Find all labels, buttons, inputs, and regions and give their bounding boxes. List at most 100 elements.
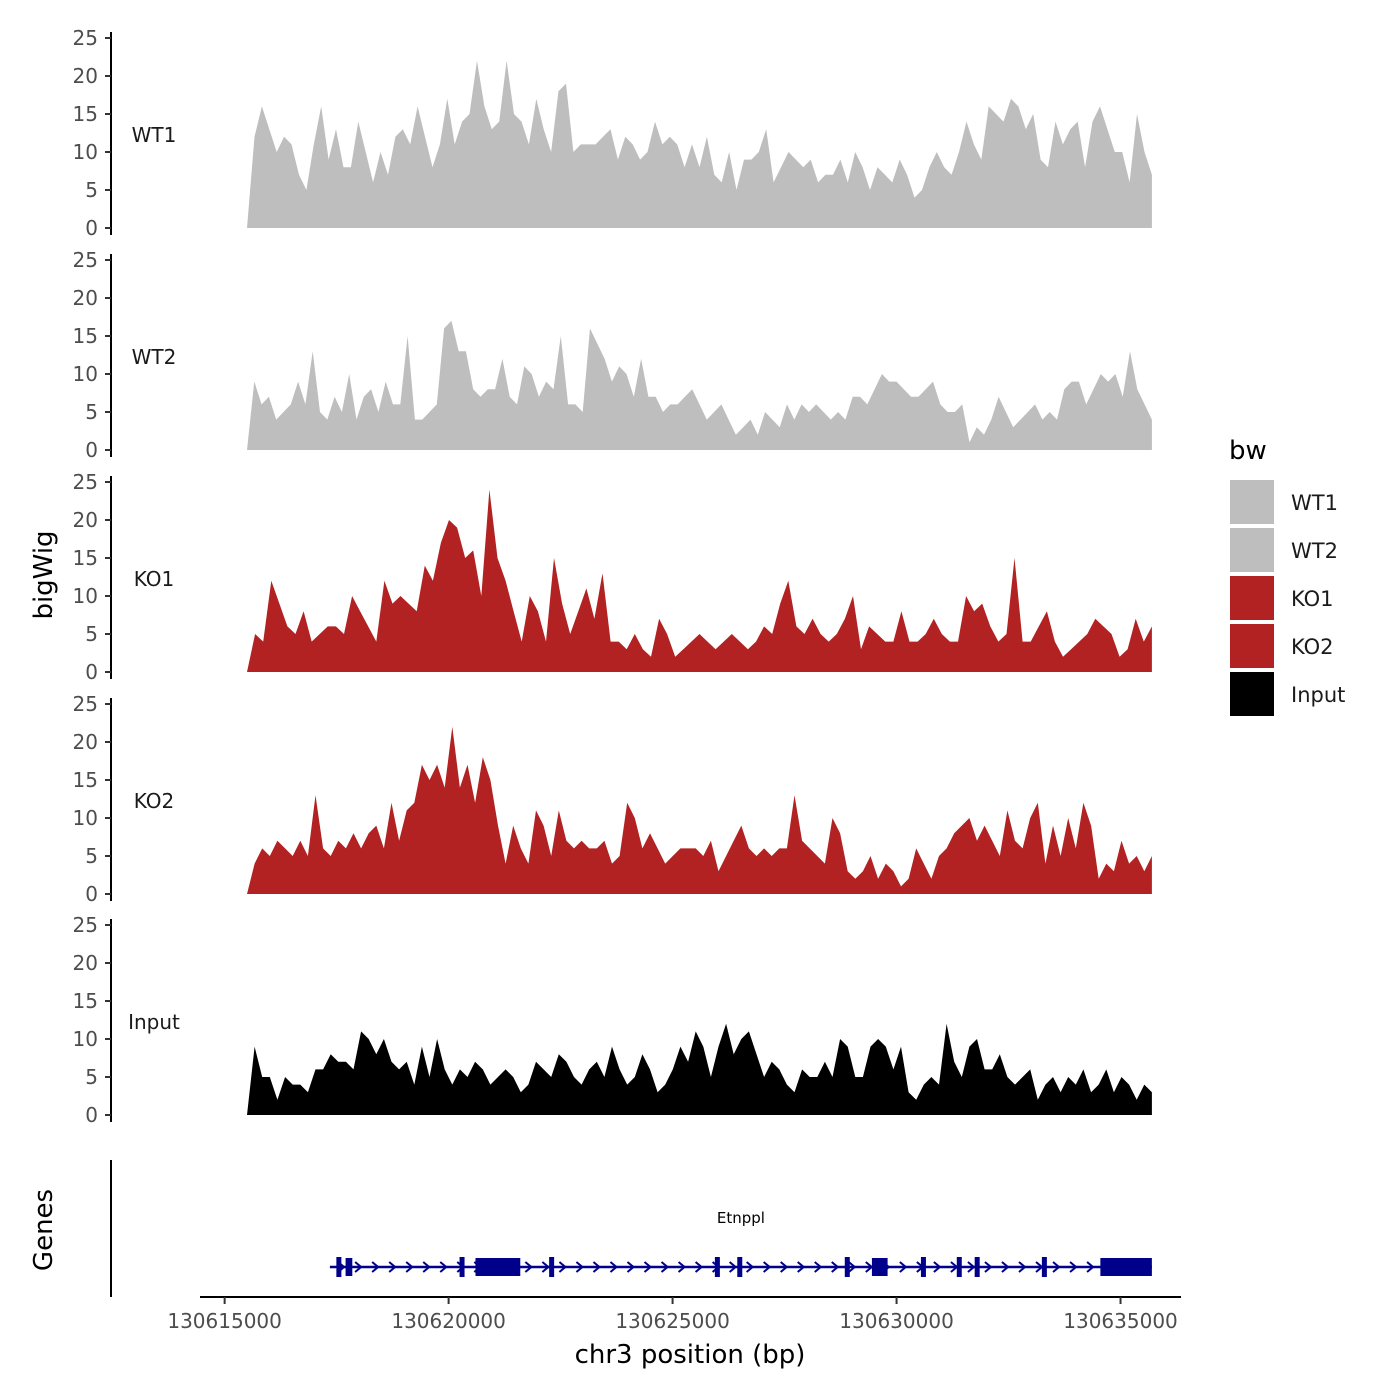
signal-tracks: 0 5 10 15 20 25 WT1 0 5 10 15 20 25 WT2 0 5 10 15 20 25 KO1 0… [73, 26, 1152, 1127]
y-tick-label: 25 [73, 470, 98, 494]
strand-arrow [422, 1261, 431, 1273]
x-tick-label: 130625000 [615, 1309, 730, 1333]
y-tick-label: 25 [73, 913, 98, 937]
strand-arrow [609, 1261, 619, 1273]
strand-arrow [848, 1261, 857, 1273]
strand-arrow [899, 1261, 908, 1273]
strand-arrow [558, 1261, 567, 1273]
strand-arrow [814, 1261, 823, 1273]
y-tick-label: 10 [73, 140, 98, 164]
area-ko2 [247, 726, 1152, 894]
y-tick-label: 15 [73, 546, 98, 570]
gene-panel: Etnppl [110, 1160, 1152, 1297]
strand-arrow [677, 1261, 687, 1273]
strand-arrow [865, 1261, 874, 1273]
legend-key-ko2 [1230, 624, 1274, 668]
track-wt2: 0 5 10 15 20 25 WT2 [73, 248, 1152, 462]
area-input [247, 1023, 1152, 1115]
y-tick-label: 20 [73, 730, 98, 754]
legend-label-ko1: KO1 [1291, 587, 1334, 611]
strand-arrow [780, 1261, 789, 1273]
strand-arrow [660, 1261, 670, 1273]
strand-arrow [575, 1261, 584, 1273]
strand-arrow [933, 1261, 942, 1273]
y-tick-label: 0 [85, 1103, 98, 1127]
gene-exon [956, 1257, 962, 1277]
legend-label-ko2: KO2 [1291, 635, 1334, 659]
x-axis-title: chr3 position (bp) [575, 1340, 806, 1370]
y-tick-label: 5 [85, 1065, 98, 1089]
strand-arrow [745, 1261, 755, 1273]
strand-arrow [831, 1261, 840, 1273]
legend-key-ko1 [1230, 576, 1274, 620]
strand-arrow [439, 1261, 448, 1273]
track-label-input: Input [128, 1010, 180, 1034]
strand-arrow [1069, 1261, 1078, 1273]
strand-arrow [405, 1261, 414, 1273]
y-tick-label: 0 [85, 660, 98, 684]
y-tick-label: 20 [73, 286, 98, 310]
area-wt1 [247, 60, 1152, 228]
strand-arrow [1018, 1261, 1027, 1273]
gene-exon [737, 1257, 743, 1277]
y-axis-title: bigWig [29, 530, 59, 619]
gene-label: Etnppl [717, 1209, 765, 1227]
strand-arrow [728, 1261, 738, 1273]
y-tick-label: 0 [85, 438, 98, 462]
strand-arrow [1086, 1261, 1095, 1273]
y-tick-label: 15 [73, 768, 98, 792]
gene-exon [459, 1257, 465, 1277]
y-tick-label: 5 [85, 844, 98, 868]
area-wt2 [247, 320, 1152, 450]
strand-arrow [763, 1261, 772, 1273]
y-tick-label: 25 [73, 692, 98, 716]
strand-arrow [388, 1261, 397, 1273]
track-label-wt1: WT1 [132, 123, 177, 147]
track-wt1: 0 5 10 15 20 25 WT1 [73, 26, 1152, 240]
gene-exon [844, 1257, 850, 1277]
gene-block [1100, 1258, 1152, 1276]
strand-arrow [354, 1261, 363, 1273]
y-tick-label: 25 [73, 248, 98, 272]
track-ko2: 0 5 10 15 20 25 KO2 [73, 692, 1152, 906]
legend-key-input [1230, 672, 1274, 716]
x-tick-label: 130635000 [1063, 1309, 1178, 1333]
legend-key-wt2 [1230, 528, 1274, 572]
gene-block [345, 1258, 353, 1276]
gene-exon [1041, 1257, 1047, 1277]
x-tick-label: 130615000 [167, 1309, 282, 1333]
y-tick-label: 10 [73, 362, 98, 386]
track-label-ko1: KO1 [134, 567, 175, 591]
y-tick-label: 15 [73, 324, 98, 348]
legend-label-wt2: WT2 [1291, 539, 1338, 563]
gene-exon [336, 1257, 342, 1277]
track-label-ko2: KO2 [134, 789, 175, 813]
y-tick-label: 10 [73, 806, 98, 830]
legend-key-wt1 [1230, 480, 1274, 524]
gene-exon [974, 1257, 980, 1277]
strand-arrow [626, 1261, 636, 1273]
y-tick-label: 5 [85, 622, 98, 646]
y-tick-label: 20 [73, 64, 98, 88]
strand-arrow [1001, 1261, 1010, 1273]
y-tick-label: 15 [73, 102, 98, 126]
strand-arrow [541, 1261, 550, 1273]
gene-block [475, 1258, 521, 1276]
strand-arrow [643, 1261, 653, 1273]
legend-title: bw [1229, 436, 1267, 466]
track-label-wt2: WT2 [132, 345, 177, 369]
y-tick-label: 5 [85, 400, 98, 424]
genes-axis-title: Genes [29, 1189, 59, 1271]
y-tick-label: 0 [85, 882, 98, 906]
y-tick-label: 25 [73, 26, 98, 50]
y-tick-label: 20 [73, 951, 98, 975]
y-tick-label: 20 [73, 508, 98, 532]
strand-arrow [967, 1261, 976, 1273]
x-tick-label: 130620000 [391, 1309, 506, 1333]
area-ko1 [247, 489, 1152, 672]
legend-label-wt1: WT1 [1291, 491, 1338, 515]
y-tick-label: 0 [85, 216, 98, 240]
x-tick-label: 130630000 [839, 1309, 954, 1333]
gene-exon [714, 1257, 720, 1277]
